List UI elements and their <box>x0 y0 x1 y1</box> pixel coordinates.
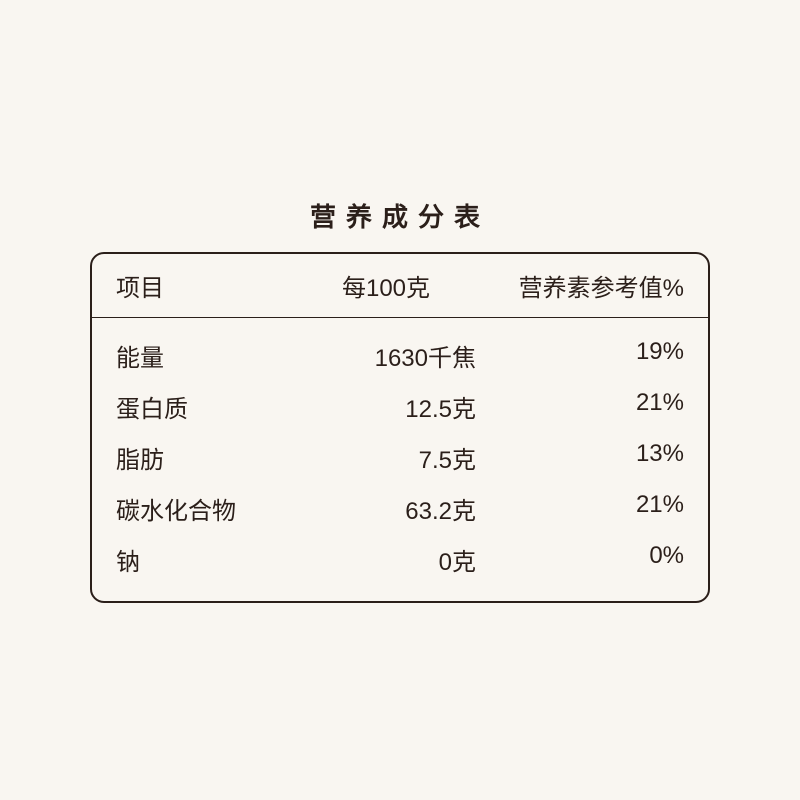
table-title: 营养成分表 <box>90 197 710 234</box>
cell-nrv: 21% <box>476 491 684 526</box>
header-nrv: 营养素参考值% <box>476 268 684 303</box>
table-row: 能量 1630千焦 19% <box>116 338 684 373</box>
cell-per100g: 1630千焦 <box>296 338 476 373</box>
table-header-row: 项目 每100克 营养素参考值% <box>92 254 708 318</box>
cell-nrv: 13% <box>476 440 684 475</box>
nutrition-table-container: 营养成分表 项目 每100克 营养素参考值% 能量 1630千焦 19% 蛋白质… <box>90 197 710 603</box>
header-item: 项目 <box>116 268 296 303</box>
table-row: 脂肪 7.5克 13% <box>116 440 684 475</box>
cell-item: 脂肪 <box>116 440 296 475</box>
cell-per100g: 0克 <box>296 542 476 577</box>
cell-nrv: 19% <box>476 338 684 373</box>
table-box: 项目 每100克 营养素参考值% 能量 1630千焦 19% 蛋白质 12.5克… <box>90 252 710 603</box>
cell-per100g: 63.2克 <box>296 491 476 526</box>
table-row: 碳水化合物 63.2克 21% <box>116 491 684 526</box>
cell-item: 碳水化合物 <box>116 491 296 526</box>
table-row: 钠 0克 0% <box>116 542 684 577</box>
cell-item: 蛋白质 <box>116 389 296 424</box>
cell-nrv: 0% <box>476 542 684 577</box>
cell-per100g: 12.5克 <box>296 389 476 424</box>
table-row: 蛋白质 12.5克 21% <box>116 389 684 424</box>
cell-per100g: 7.5克 <box>296 440 476 475</box>
table-body: 能量 1630千焦 19% 蛋白质 12.5克 21% 脂肪 7.5克 13% … <box>92 318 708 601</box>
header-per100g: 每100克 <box>296 268 476 303</box>
cell-item: 钠 <box>116 542 296 577</box>
cell-item: 能量 <box>116 338 296 373</box>
cell-nrv: 21% <box>476 389 684 424</box>
